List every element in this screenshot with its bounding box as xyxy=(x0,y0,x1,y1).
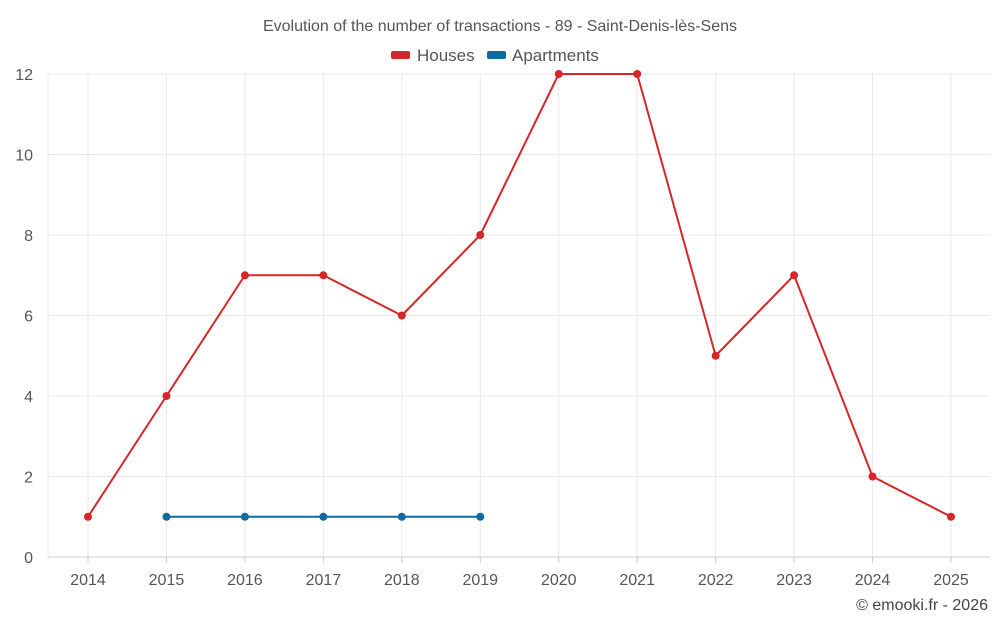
data-point-houses-2016[interactable] xyxy=(241,271,249,279)
axes: 0 2 4 6 8 10 12 2014 2015 2016 2017 2018 2019 2020 202… xyxy=(15,67,990,589)
chart-legend[interactable]: Houses Apartments xyxy=(391,46,599,65)
y-tick-label: 2 xyxy=(24,470,33,487)
data-point-houses-2024[interactable] xyxy=(869,473,877,481)
data-point-houses-2025[interactable] xyxy=(947,513,955,521)
data-point-houses-2022[interactable] xyxy=(712,352,720,360)
x-tick-label: 2023 xyxy=(776,572,812,589)
series-layer xyxy=(84,70,955,521)
x-tick-label: 2016 xyxy=(227,572,263,589)
data-point-houses-2019[interactable] xyxy=(476,231,484,239)
data-point-apartments-2016[interactable] xyxy=(241,513,249,521)
x-tick-label: 2022 xyxy=(698,572,734,589)
x-tick-label: 2020 xyxy=(541,572,577,589)
x-tick-label: 2015 xyxy=(149,572,185,589)
legend-swatch-apartments[interactable] xyxy=(487,51,506,59)
data-point-houses-2021[interactable] xyxy=(633,70,641,78)
data-point-apartments-2015[interactable] xyxy=(162,513,170,521)
line-chart: Evolution of the number of transactions … xyxy=(0,0,1000,625)
chart-container: Evolution of the number of transactions … xyxy=(0,0,1000,625)
x-tick-label: 2017 xyxy=(306,572,342,589)
x-tick-label: 2024 xyxy=(855,572,891,589)
chart-title: Evolution of the number of transactions … xyxy=(263,18,737,35)
data-point-houses-2014[interactable] xyxy=(84,513,92,521)
series-apartments xyxy=(162,513,484,521)
series-line-houses xyxy=(88,74,951,517)
data-point-apartments-2019[interactable] xyxy=(476,513,484,521)
y-tick-label: 8 xyxy=(24,228,33,245)
data-point-houses-2023[interactable] xyxy=(790,271,798,279)
x-tick-label: 2014 xyxy=(70,572,106,589)
legend-label-apartments[interactable]: Apartments xyxy=(512,46,599,65)
y-tick-label: 10 xyxy=(15,148,33,165)
series-houses xyxy=(84,70,955,521)
y-tick-label: 4 xyxy=(24,389,33,406)
x-tick-label: 2021 xyxy=(619,572,655,589)
x-tick-label: 2019 xyxy=(462,572,498,589)
data-point-apartments-2018[interactable] xyxy=(398,513,406,521)
data-point-houses-2020[interactable] xyxy=(555,70,563,78)
x-tick-label: 2025 xyxy=(933,572,969,589)
data-point-houses-2018[interactable] xyxy=(398,312,406,320)
legend-label-houses[interactable]: Houses xyxy=(417,46,475,65)
y-tick-label: 6 xyxy=(24,309,33,326)
x-tick-label: 2018 xyxy=(384,572,420,589)
grid-lines xyxy=(48,74,990,557)
data-point-houses-2015[interactable] xyxy=(162,392,170,400)
data-point-houses-2017[interactable] xyxy=(319,271,327,279)
credit-text: © emooki.fr - 2026 xyxy=(856,597,988,614)
y-tick-label: 12 xyxy=(15,67,33,84)
y-tick-label: 0 xyxy=(24,550,33,567)
data-point-apartments-2017[interactable] xyxy=(319,513,327,521)
legend-swatch-houses[interactable] xyxy=(391,51,410,59)
